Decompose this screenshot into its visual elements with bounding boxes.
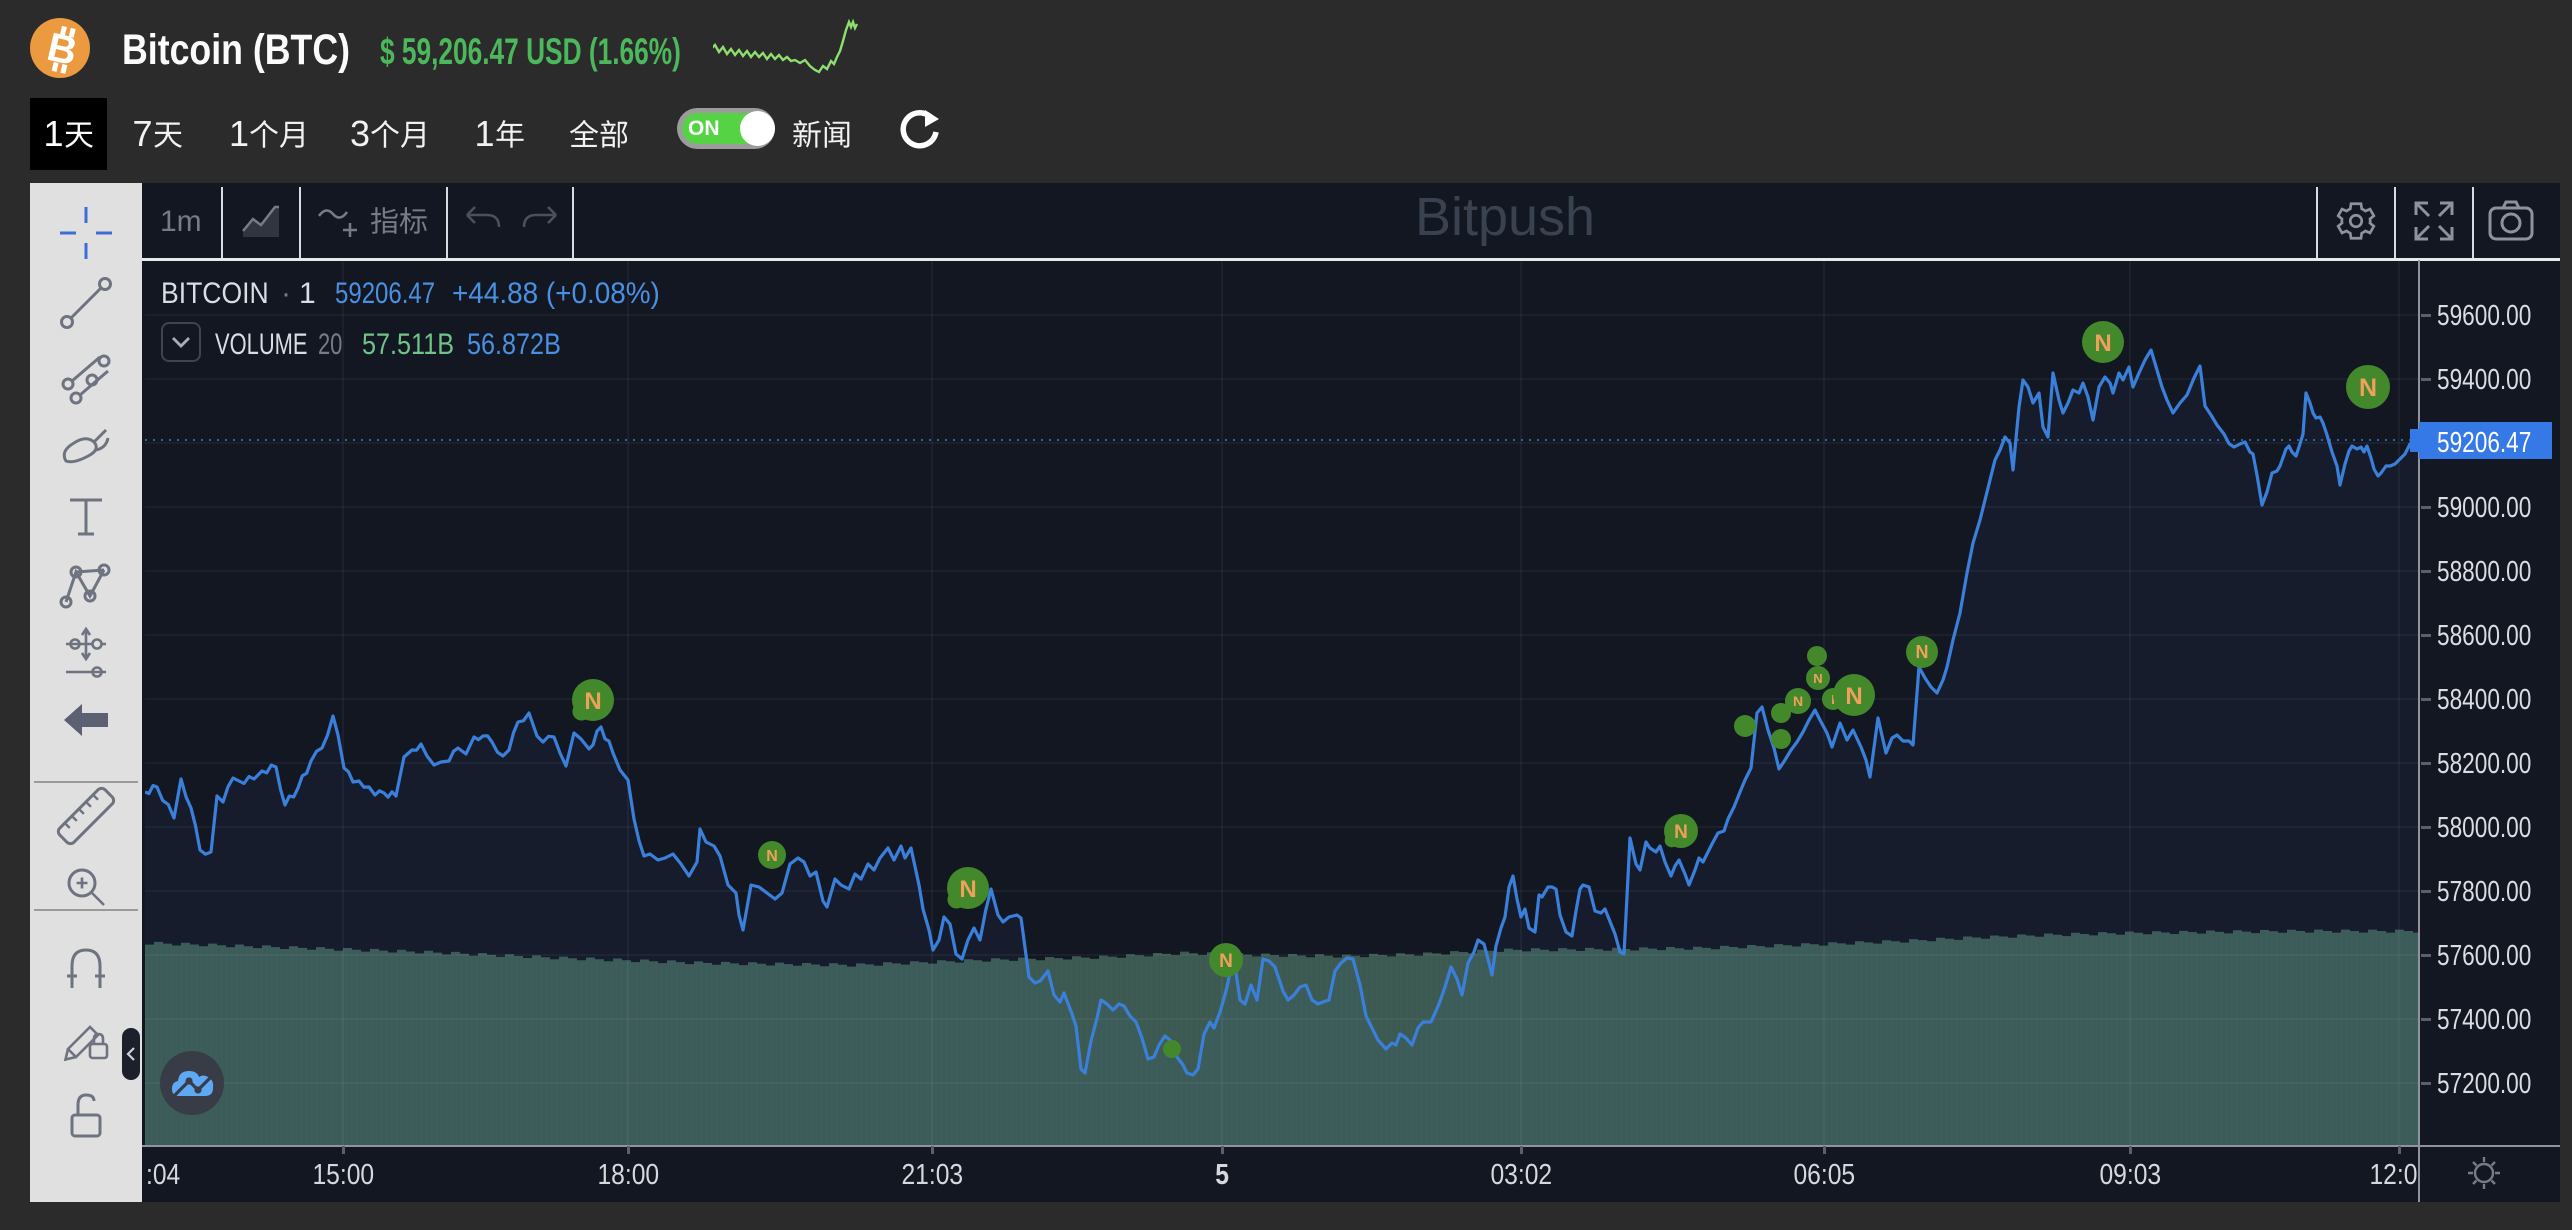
svg-text:N: N xyxy=(1845,683,1862,710)
svg-text:N: N xyxy=(1219,951,1233,972)
svg-text:N: N xyxy=(1916,642,1929,662)
svg-text:N: N xyxy=(959,876,976,903)
svg-text:N: N xyxy=(2359,374,2377,402)
svg-text:N: N xyxy=(1813,671,1822,686)
svg-text:N: N xyxy=(1793,693,1803,709)
svg-text:N: N xyxy=(2094,330,2111,357)
svg-text:N: N xyxy=(766,848,778,865)
svg-text:N: N xyxy=(1674,822,1688,843)
svg-text:I: I xyxy=(1831,692,1835,707)
svg-text:N: N xyxy=(584,688,601,715)
